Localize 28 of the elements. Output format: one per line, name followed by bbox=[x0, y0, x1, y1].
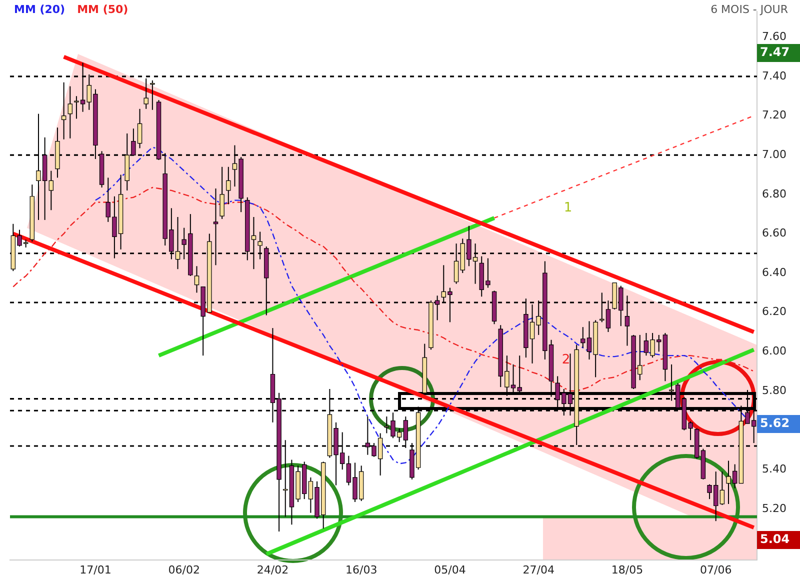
x-tick-label: 17/01 bbox=[80, 563, 112, 576]
text: 5.04 bbox=[760, 532, 790, 546]
chart-subtitle: 6 MOIS - JOUR bbox=[710, 3, 788, 16]
x-tick-label: 24/02 bbox=[256, 563, 289, 576]
y-tick-label: 7.00 bbox=[762, 148, 786, 161]
y-tick-label: 6.00 bbox=[762, 344, 786, 358]
y-tick-label: 7.40 bbox=[762, 69, 786, 82]
text: MM (50) bbox=[77, 3, 128, 16]
y-tick-label: 6.40 bbox=[762, 266, 786, 279]
x-tick-label: 18/05 bbox=[611, 563, 644, 576]
y-tick-label: 7.60 bbox=[762, 30, 786, 44]
y-tick-label: 7.20 bbox=[762, 108, 786, 122]
x-tick-label: 05/04 bbox=[434, 563, 466, 576]
annotation: 2 bbox=[562, 352, 570, 368]
y-tick-label: 6.60 bbox=[762, 226, 786, 240]
y-tick-label: 5.20 bbox=[762, 502, 786, 515]
y-tick-label: 5.80 bbox=[762, 384, 786, 397]
text: 7.47 bbox=[760, 45, 790, 60]
x-tick-label: 06/02 bbox=[168, 563, 200, 576]
x-tick-label: 27/04 bbox=[522, 563, 554, 576]
x-tick-label: 07/06 bbox=[700, 563, 732, 576]
text: MM (20) bbox=[14, 3, 66, 16]
y-tick-label: 6.80 bbox=[762, 187, 786, 200]
text: 5.62 bbox=[760, 416, 790, 430]
x-tick-label: 16/03 bbox=[345, 563, 378, 576]
y-tick-label: 6.20 bbox=[762, 305, 786, 318]
y-tick-label: 5.40 bbox=[762, 462, 786, 476]
annotation: 1 bbox=[564, 200, 572, 216]
